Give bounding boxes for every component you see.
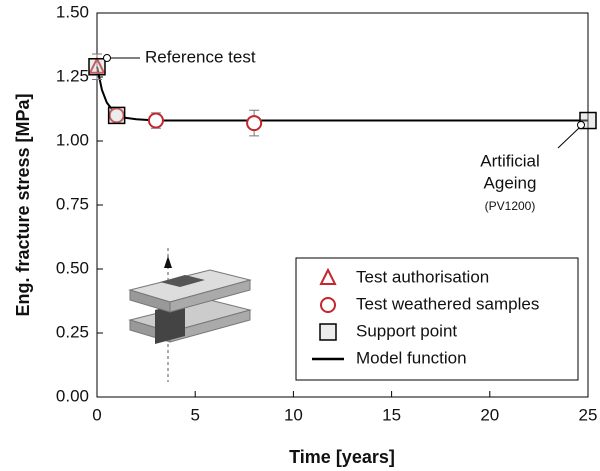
legend-swatch (319, 323, 337, 341)
y-axis-title: Eng. fracture stress [MPa] (13, 93, 33, 316)
y-tick-label: 0.75 (56, 194, 89, 213)
x-tick-label: 10 (284, 405, 303, 424)
y-tick-label: 1.25 (56, 66, 89, 85)
legend-swatch (320, 297, 336, 313)
specimen-icon (128, 248, 252, 382)
x-axis-title: Time [years] (289, 447, 395, 467)
annotation: Ageing (484, 173, 537, 192)
data-point (88, 56, 106, 74)
data-point (107, 106, 126, 125)
annotation-leader (557, 127, 580, 149)
annotation: (PV1200) (485, 199, 536, 213)
annotation-dot (577, 121, 585, 129)
x-tick-label: 25 (579, 405, 598, 424)
legend-label: Test weathered samples (356, 294, 539, 313)
legend-swatch (319, 267, 337, 285)
legend-label: Support point (356, 321, 457, 340)
x-tick-label: 0 (92, 405, 101, 424)
y-tick-label: 1.00 (56, 130, 89, 149)
data-point (88, 58, 106, 76)
data-point (108, 107, 125, 124)
data-point (147, 112, 164, 129)
annotation: Reference test (145, 47, 256, 66)
x-tick-label: 20 (480, 405, 499, 424)
data-point (246, 115, 263, 132)
y-tick-label: 1.50 (56, 2, 89, 21)
annotation-dot (103, 54, 111, 62)
y-tick-label: 0.25 (56, 322, 89, 341)
y-tick-label: 0.50 (56, 258, 89, 277)
model-line (96, 66, 588, 122)
x-tick-label: 15 (382, 405, 401, 424)
legend-label: Test authorisation (356, 267, 489, 286)
x-tick-label: 5 (190, 405, 199, 424)
annotation: Artificial (480, 151, 540, 170)
y-tick-label: 0.00 (56, 386, 89, 405)
legend-label: Model function (356, 348, 467, 367)
